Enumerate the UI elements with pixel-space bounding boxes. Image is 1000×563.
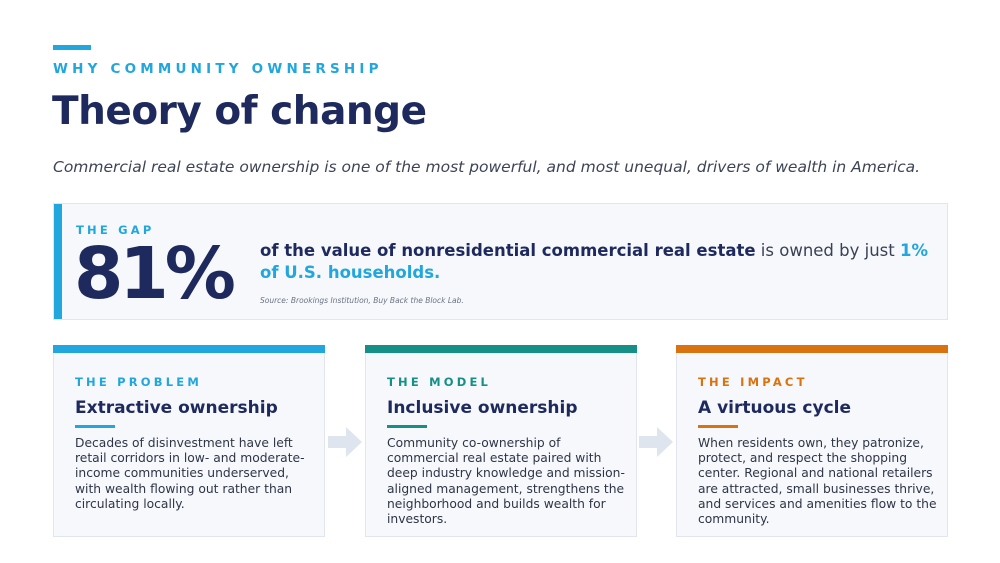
card-impact-label: THE IMPACT (698, 375, 808, 389)
card-problem-label: THE PROBLEM (75, 375, 202, 389)
card-model-topbar (365, 345, 637, 353)
card-impact-body: When residents own, they patronize, prot… (698, 436, 937, 527)
top-accent-bar (53, 45, 91, 50)
card-model-label: THE MODEL (387, 375, 492, 389)
gap-statistic: 81% (74, 232, 236, 315)
card-impact: THE IMPACT A virtuous cycle When residen… (676, 345, 948, 537)
arrow-right-icon (328, 427, 362, 457)
page-title: Theory of change (52, 89, 427, 134)
gap-statement: of the value of nonresidential commercia… (260, 240, 930, 284)
page-subtitle: Commercial real estate ownership is one … (53, 158, 921, 176)
card-model-rule (387, 425, 427, 428)
gap-statement-rest: is owned by just (755, 241, 900, 260)
card-impact-title: A virtuous cycle (698, 398, 852, 418)
gap-callout: THE GAP 81% of the value of nonresidenti… (53, 203, 948, 320)
card-problem-rule (75, 425, 115, 428)
card-model: THE MODEL Inclusive ownership Community … (365, 345, 637, 537)
card-model-title: Inclusive ownership (387, 398, 578, 418)
card-problem-topbar (53, 345, 325, 353)
card-impact-rule (698, 425, 738, 428)
card-problem-body: Decades of disinvestment have left retai… (75, 436, 305, 511)
section-eyebrow: WHY COMMUNITY OWNERSHIP (53, 61, 383, 77)
card-model-body: Community co-ownership of commercial rea… (387, 436, 625, 527)
card-problem: THE PROBLEM Extractive ownership Decades… (53, 345, 325, 537)
card-problem-title: Extractive ownership (75, 398, 278, 418)
arrow-right-icon (639, 427, 673, 457)
gap-source: Source: Brookings Institution, Buy Back … (260, 296, 464, 305)
gap-statement-bold: of the value of nonresidential commercia… (260, 241, 756, 260)
gap-statement-highlight: 1% of U.S. households. (260, 241, 929, 282)
gap-accent-bar (54, 204, 62, 319)
gap-label: THE GAP (76, 223, 155, 237)
card-impact-topbar (676, 345, 948, 353)
